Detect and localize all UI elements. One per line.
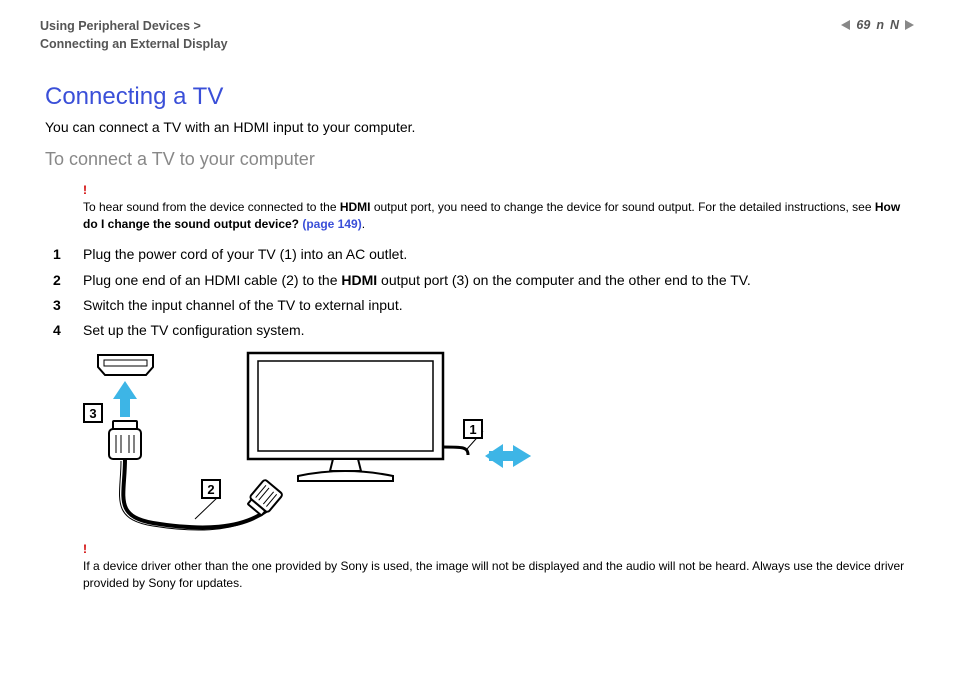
page-nav: 69 n N bbox=[841, 18, 914, 32]
page-number: 69 bbox=[856, 18, 870, 32]
callout-box: 3 bbox=[83, 403, 103, 423]
section-subtitle: To connect a TV to your computer bbox=[45, 149, 909, 170]
hdmi-port-icon bbox=[98, 355, 153, 375]
step-text: Switch the input channel of the TV to ex… bbox=[83, 293, 403, 318]
step2-pre: Plug one end of an HDMI cable (2) to the bbox=[83, 272, 341, 288]
note1-hdmi: HDMI bbox=[340, 200, 371, 214]
step-number: 4 bbox=[53, 318, 83, 343]
cable-icon bbox=[123, 459, 266, 527]
step-text: Plug the power cord of your TV (1) into … bbox=[83, 242, 407, 267]
step-item: 2 Plug one end of an HDMI cable (2) to t… bbox=[53, 268, 909, 293]
page-title: Connecting a TV bbox=[45, 83, 909, 111]
next-page-arrow-icon[interactable] bbox=[905, 20, 914, 30]
breadcrumb-top: Using Peripheral Devices > bbox=[40, 19, 201, 33]
warning-icon: ! bbox=[83, 182, 909, 199]
intro-text: You can connect a TV with an HDMI input … bbox=[45, 119, 909, 135]
power-cord-icon bbox=[443, 447, 468, 455]
step-item: 1 Plug the power cord of your TV (1) int… bbox=[53, 242, 909, 267]
page-header: Using Peripheral Devices > Connecting an… bbox=[0, 0, 954, 63]
connection-diagram: 1 2 3 bbox=[83, 351, 533, 535]
arrow-right-icon bbox=[489, 445, 531, 467]
callout-box: 1 bbox=[463, 419, 483, 439]
callout-num: 2 bbox=[207, 482, 214, 497]
note1-text: To hear sound from the device connected … bbox=[83, 200, 900, 231]
n-letter: n bbox=[876, 18, 884, 32]
page-reference-link[interactable]: (page 149) bbox=[302, 217, 361, 231]
prev-page-arrow-icon[interactable] bbox=[841, 20, 850, 30]
note1-mid: output port, you need to change the devi… bbox=[371, 200, 875, 214]
steps-list: 1 Plug the power cord of your TV (1) int… bbox=[53, 242, 909, 343]
capital-n-letter: N bbox=[890, 18, 899, 32]
step-text: Plug one end of an HDMI cable (2) to the… bbox=[83, 268, 751, 293]
step-number: 1 bbox=[53, 242, 83, 267]
step-number: 3 bbox=[53, 293, 83, 318]
step2-hdmi: HDMI bbox=[341, 272, 377, 288]
breadcrumb: Using Peripheral Devices > Connecting an… bbox=[40, 18, 228, 53]
arrow-icon bbox=[113, 381, 137, 417]
step-text: Set up the TV configuration system. bbox=[83, 318, 305, 343]
callout-line bbox=[195, 496, 219, 519]
note2-text: If a device driver other than the one pr… bbox=[83, 559, 904, 590]
note-block-1: ! To hear sound from the device connecte… bbox=[83, 182, 909, 232]
content-area: Connecting a TV You can connect a TV wit… bbox=[0, 63, 954, 592]
diagram-svg bbox=[83, 351, 533, 535]
step2-post: output port (3) on the computer and the … bbox=[377, 272, 751, 288]
note-block-2: ! If a device driver other than the one … bbox=[83, 541, 909, 591]
hdmi-connector-icon bbox=[109, 421, 141, 459]
note1-end: . bbox=[362, 217, 365, 231]
step-item: 4 Set up the TV configuration system. bbox=[53, 318, 909, 343]
breadcrumb-bottom: Connecting an External Display bbox=[40, 37, 228, 51]
warning-icon: ! bbox=[83, 541, 909, 558]
callout-num: 1 bbox=[469, 422, 476, 437]
step-item: 3 Switch the input channel of the TV to … bbox=[53, 293, 909, 318]
hdmi-connector-icon bbox=[245, 479, 283, 517]
callout-num: 3 bbox=[89, 406, 96, 421]
step-number: 2 bbox=[53, 268, 83, 293]
note1-pre: To hear sound from the device connected … bbox=[83, 200, 340, 214]
tv-icon bbox=[248, 353, 455, 481]
callout-box: 2 bbox=[201, 479, 221, 499]
